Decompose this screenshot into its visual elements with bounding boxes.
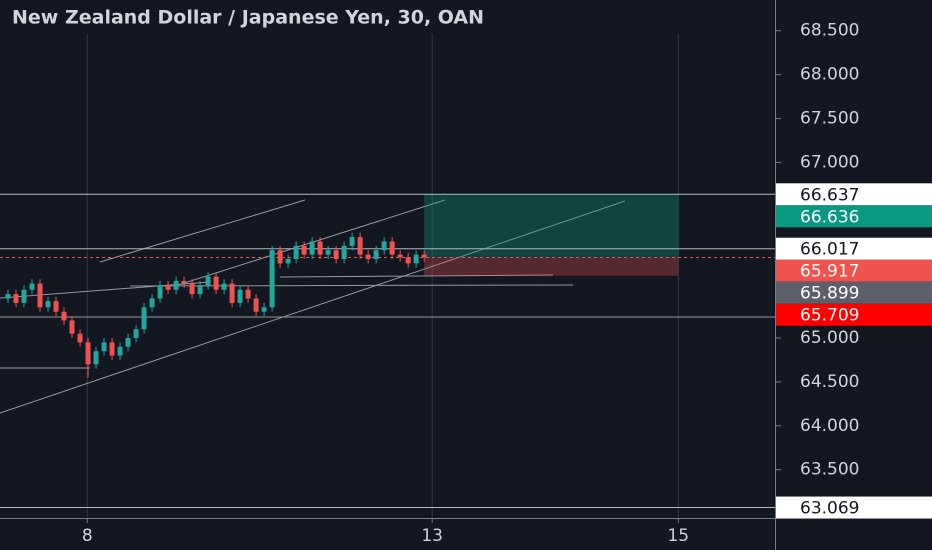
candle-body bbox=[309, 241, 315, 255]
price-label: 63.069 bbox=[800, 499, 859, 519]
candle-body bbox=[133, 329, 139, 339]
candle-body bbox=[373, 250, 379, 259]
trend-line bbox=[0, 200, 626, 414]
candle-body bbox=[77, 333, 83, 343]
price-label: 66.637 bbox=[800, 185, 859, 205]
candle-body bbox=[85, 342, 91, 365]
price-label-bg bbox=[776, 281, 932, 304]
trend-line bbox=[129, 284, 574, 287]
candle-body bbox=[141, 307, 147, 330]
candle-body bbox=[221, 283, 227, 290]
y-tick-label: 68.500 bbox=[800, 21, 859, 41]
y-tick-label: 64.500 bbox=[800, 372, 859, 392]
candle-body bbox=[389, 241, 395, 255]
candle-body bbox=[93, 351, 99, 365]
candle-body bbox=[261, 307, 267, 312]
price-label-bg bbox=[776, 259, 932, 282]
chart-title: New Zealand Dollar / Japanese Yen, 30, O… bbox=[12, 7, 484, 29]
candle-body bbox=[173, 280, 179, 290]
candle-body bbox=[237, 289, 243, 303]
price-label-bg bbox=[776, 303, 932, 326]
candle-body bbox=[45, 301, 51, 308]
candle-body bbox=[5, 294, 11, 299]
price-label-bg bbox=[776, 183, 932, 206]
candle-body bbox=[117, 346, 123, 356]
price-label-bg bbox=[776, 237, 932, 260]
price-label: 65.709 bbox=[800, 306, 859, 326]
price-label-bg bbox=[776, 205, 932, 228]
y-tick-label: 64.000 bbox=[800, 416, 859, 436]
y-tick-label: 67.000 bbox=[800, 152, 859, 172]
x-tick-label: 8 bbox=[82, 526, 93, 546]
candle-body bbox=[301, 245, 307, 255]
trend-line bbox=[279, 274, 554, 278]
x-tick-label: 15 bbox=[667, 526, 689, 546]
candle-body bbox=[109, 342, 115, 356]
candle-body bbox=[341, 245, 347, 259]
x-tick-label: 13 bbox=[421, 526, 443, 546]
candle-body bbox=[245, 289, 251, 299]
candle-body bbox=[69, 320, 75, 334]
candle-body bbox=[317, 241, 323, 255]
price-label: 66.017 bbox=[800, 240, 859, 260]
candle-body bbox=[421, 254, 427, 258]
candle-body bbox=[213, 276, 219, 290]
candle-body bbox=[125, 338, 131, 347]
candle-body bbox=[101, 342, 107, 352]
candle-body bbox=[349, 237, 355, 246]
candle-body bbox=[53, 301, 59, 312]
candle-body bbox=[29, 283, 35, 290]
candle-body bbox=[229, 283, 235, 303]
candle-body bbox=[413, 254, 419, 264]
price-label: 65.917 bbox=[800, 262, 859, 282]
candle-body bbox=[365, 254, 371, 259]
candle-body bbox=[285, 259, 291, 264]
candle-body bbox=[293, 245, 299, 259]
loss-zone bbox=[424, 257, 679, 276]
candle-body bbox=[165, 285, 171, 290]
candle-body bbox=[61, 311, 67, 321]
candle-body bbox=[253, 298, 259, 312]
candle-body bbox=[205, 276, 211, 286]
candle-body bbox=[157, 285, 163, 299]
price-label-bg bbox=[776, 496, 932, 519]
price-label: 65.899 bbox=[800, 284, 859, 304]
candle-body bbox=[405, 257, 411, 264]
candle-body bbox=[357, 237, 363, 255]
y-tick-label: 67.500 bbox=[800, 109, 859, 129]
y-tick-label: 65.000 bbox=[800, 328, 859, 348]
candle-body bbox=[381, 241, 387, 251]
title-bg bbox=[0, 0, 775, 34]
y-tick-label: 63.500 bbox=[800, 460, 859, 480]
y-tick-label: 68.000 bbox=[800, 65, 859, 85]
profit-zone bbox=[424, 194, 679, 258]
candle-body bbox=[21, 289, 27, 303]
candle-body bbox=[13, 294, 19, 303]
candle-body bbox=[181, 280, 187, 284]
candle-body bbox=[269, 250, 275, 308]
candle-body bbox=[197, 285, 203, 295]
trend-line bbox=[99, 199, 306, 263]
candle-body bbox=[397, 254, 403, 258]
price-label: 66.636 bbox=[800, 207, 859, 227]
candle-body bbox=[325, 250, 331, 255]
candle-body bbox=[333, 250, 339, 259]
candle-body bbox=[189, 283, 195, 295]
candle-body bbox=[37, 283, 43, 308]
candle-body bbox=[149, 298, 155, 308]
candle-body bbox=[277, 250, 283, 264]
